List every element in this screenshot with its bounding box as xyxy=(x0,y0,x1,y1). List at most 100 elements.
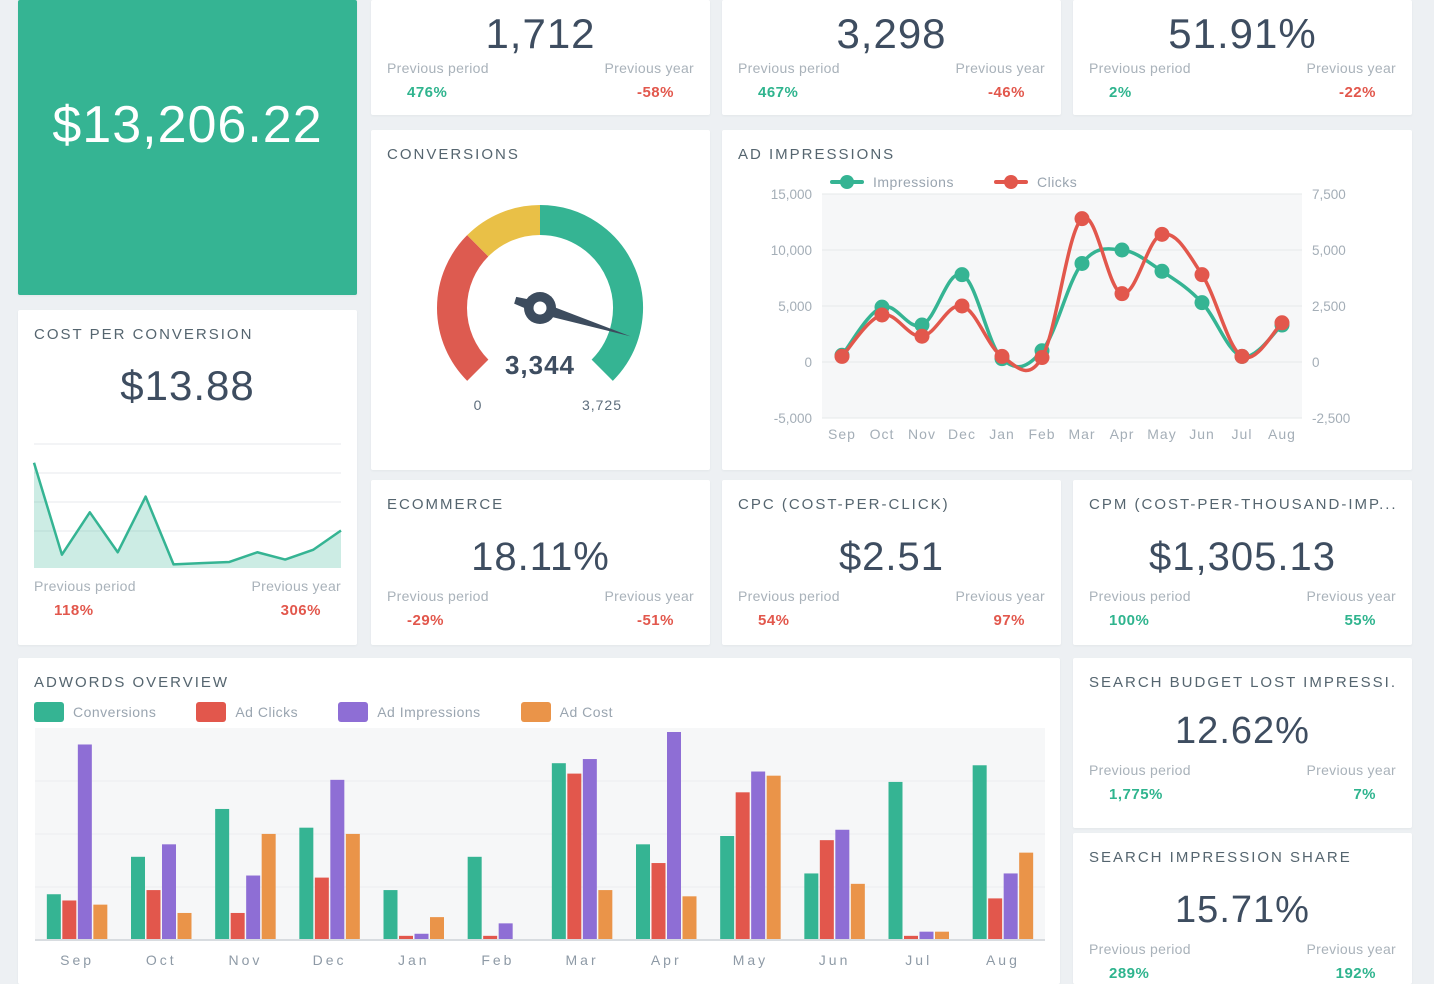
legend-item-ad-clicks[interactable]: Ad Clicks xyxy=(196,702,298,722)
svg-text:Apr: Apr xyxy=(651,952,682,968)
svg-text:May: May xyxy=(1147,426,1176,442)
prev-period-value: 289% xyxy=(1109,965,1150,982)
ad-cost-swatch-icon xyxy=(520,702,551,722)
svg-text:3,725: 3,725 xyxy=(582,397,622,413)
prev-period-label: Previous period xyxy=(387,588,489,604)
svg-text:May: May xyxy=(733,952,768,968)
svg-text:Sep: Sep xyxy=(828,426,856,442)
impressions-marker-icon xyxy=(830,175,864,189)
legend-item-impressions[interactable]: Impressions xyxy=(830,174,954,190)
legend-label: Ad Clicks xyxy=(235,704,299,720)
metric-value: $1,305.13 xyxy=(1149,535,1336,579)
bar-chart-legend: Conversions Ad Clicks Ad Impressions Ad … xyxy=(34,702,613,722)
svg-text:Sep: Sep xyxy=(60,952,94,968)
line-chart-legend: Impressions Clicks xyxy=(830,174,1077,190)
prev-year-label: Previous year xyxy=(1306,60,1396,76)
legend-label: Ad Impressions xyxy=(377,704,481,720)
ad-clicks-swatch-icon xyxy=(196,702,227,722)
prev-period-label: Previous period xyxy=(1089,762,1191,778)
svg-text:Dec: Dec xyxy=(313,952,347,968)
prev-period-label: Previous period xyxy=(387,60,489,76)
prev-period-value: 100% xyxy=(1109,612,1150,629)
prev-period-label: Previous period xyxy=(1089,60,1191,76)
svg-text:Nov: Nov xyxy=(228,952,262,968)
adwords-overview-card[interactable]: ADWORDS OVERVIEW Conversions Ad Clicks A… xyxy=(18,658,1060,984)
metric-card-3[interactable]: 51.91% Previous period 2% Previous year … xyxy=(1073,0,1412,115)
prev-period-value: -29% xyxy=(407,612,445,629)
svg-text:5,000: 5,000 xyxy=(1312,243,1346,258)
svg-text:Jun: Jun xyxy=(1189,426,1215,442)
svg-text:-2,500: -2,500 xyxy=(1312,411,1350,426)
svg-text:15,000: 15,000 xyxy=(771,187,812,202)
revenue-card[interactable]: $13,206.22 xyxy=(18,0,357,295)
card-title: AD IMPRESSIONS xyxy=(738,146,896,163)
prev-year-label: Previous year xyxy=(955,588,1045,604)
card-title: ADWORDS OVERVIEW xyxy=(34,674,230,691)
svg-text:Feb: Feb xyxy=(1028,426,1055,442)
legend-label: Clicks xyxy=(1036,174,1078,190)
prev-year-label: Previous year xyxy=(604,588,694,604)
metric-value: 51.91% xyxy=(1168,10,1317,57)
search-budget-lost-card[interactable]: SEARCH BUDGET LOST IMPRESSI... 12.62% Pr… xyxy=(1073,658,1412,828)
svg-text:10,000: 10,000 xyxy=(771,243,812,258)
prev-year-value: -22% xyxy=(1338,84,1376,101)
ecommerce-card[interactable]: ECOMMERCE 18.11% Previous period -29% Pr… xyxy=(371,480,710,645)
svg-text:Jul: Jul xyxy=(1232,426,1253,442)
cost-per-conversion-card[interactable]: COST PER CONVERSION $13.88 Previous peri… xyxy=(18,310,357,645)
prev-year-value: 97% xyxy=(993,612,1025,629)
svg-text:Aug: Aug xyxy=(1268,426,1296,442)
svg-text:Mar: Mar xyxy=(1068,426,1095,442)
prev-period-value: 1,775% xyxy=(1109,786,1163,803)
cpm-card[interactable]: CPM (COST-PER-THOUSAND-IMP... $1,305.13 … xyxy=(1073,480,1412,645)
legend-label: Impressions xyxy=(873,174,954,190)
clicks-marker-icon xyxy=(993,175,1028,189)
legend-label: Ad Cost xyxy=(559,704,613,720)
prev-period-value: 476% xyxy=(407,84,448,101)
prev-year-label: Previous year xyxy=(1306,941,1396,957)
card-title: SEARCH IMPRESSION SHARE xyxy=(1089,849,1352,866)
prev-year-value: 306% xyxy=(280,602,321,619)
svg-text:Apr: Apr xyxy=(1110,426,1135,442)
svg-text:Jun: Jun xyxy=(819,952,851,968)
card-title: CONVERSIONS xyxy=(387,146,520,163)
svg-text:Feb: Feb xyxy=(481,952,514,968)
prev-year-label: Previous year xyxy=(955,60,1045,76)
card-title: CPM (COST-PER-THOUSAND-IMP... xyxy=(1089,496,1396,513)
ad-impressions-chart: 15,000 7,500 10,000 5,000 5,000 2,500 0 0 -5,000… xyxy=(771,187,1351,442)
svg-text:0: 0 xyxy=(804,355,812,370)
prev-period-label: Previous period xyxy=(34,578,136,594)
svg-text:Jan: Jan xyxy=(398,952,430,968)
card-title: ECOMMERCE xyxy=(387,496,505,513)
conversions-gauge-card[interactable]: CONVERSIONS 3,344 0 3,725 xyxy=(371,130,710,470)
prev-period-value: 467% xyxy=(758,84,799,101)
svg-text:0: 0 xyxy=(474,397,483,413)
ad-impressions-card[interactable]: AD IMPRESSIONS Impressions Clicks 15,000… xyxy=(722,130,1412,470)
legend-item-ad-impressions[interactable]: Ad Impressions xyxy=(338,702,480,722)
svg-text:0: 0 xyxy=(1312,355,1320,370)
prev-year-value: -51% xyxy=(636,612,674,629)
prev-period-label: Previous period xyxy=(738,588,840,604)
metric-value: 15.71% xyxy=(1175,889,1310,931)
legend-item-conversions[interactable]: Conversions xyxy=(34,702,156,722)
search-impression-share-card[interactable]: SEARCH IMPRESSION SHARE 15.71% Previous … xyxy=(1073,833,1412,984)
svg-text:Jan: Jan xyxy=(989,426,1015,442)
conversions-swatch-icon xyxy=(34,702,64,722)
svg-text:Oct: Oct xyxy=(870,426,895,442)
svg-text:Jul: Jul xyxy=(905,952,932,968)
metric-value: 18.11% xyxy=(471,535,610,579)
metric-value: $13.88 xyxy=(120,362,255,409)
svg-text:3,344: 3,344 xyxy=(505,350,575,380)
metric-card-2[interactable]: 3,298 Previous period 467% Previous year… xyxy=(722,0,1061,115)
prev-period-value: 54% xyxy=(758,612,790,629)
legend-item-ad-cost[interactable]: Ad Cost xyxy=(520,702,613,722)
svg-text:7,500: 7,500 xyxy=(1312,187,1346,202)
prev-year-value: 55% xyxy=(1344,612,1376,629)
metric-card-1[interactable]: 1,712 Previous period 476% Previous year… xyxy=(371,0,710,115)
svg-text:Oct: Oct xyxy=(146,952,177,968)
legend-item-clicks[interactable]: Clicks xyxy=(993,174,1078,190)
svg-text:Nov: Nov xyxy=(908,426,936,442)
svg-text:5,000: 5,000 xyxy=(778,299,812,314)
svg-text:Dec: Dec xyxy=(948,426,976,442)
prev-period-value: 2% xyxy=(1109,84,1132,101)
cpc-card[interactable]: CPC (COST-PER-CLICK) $2.51 Previous peri… xyxy=(722,480,1061,645)
